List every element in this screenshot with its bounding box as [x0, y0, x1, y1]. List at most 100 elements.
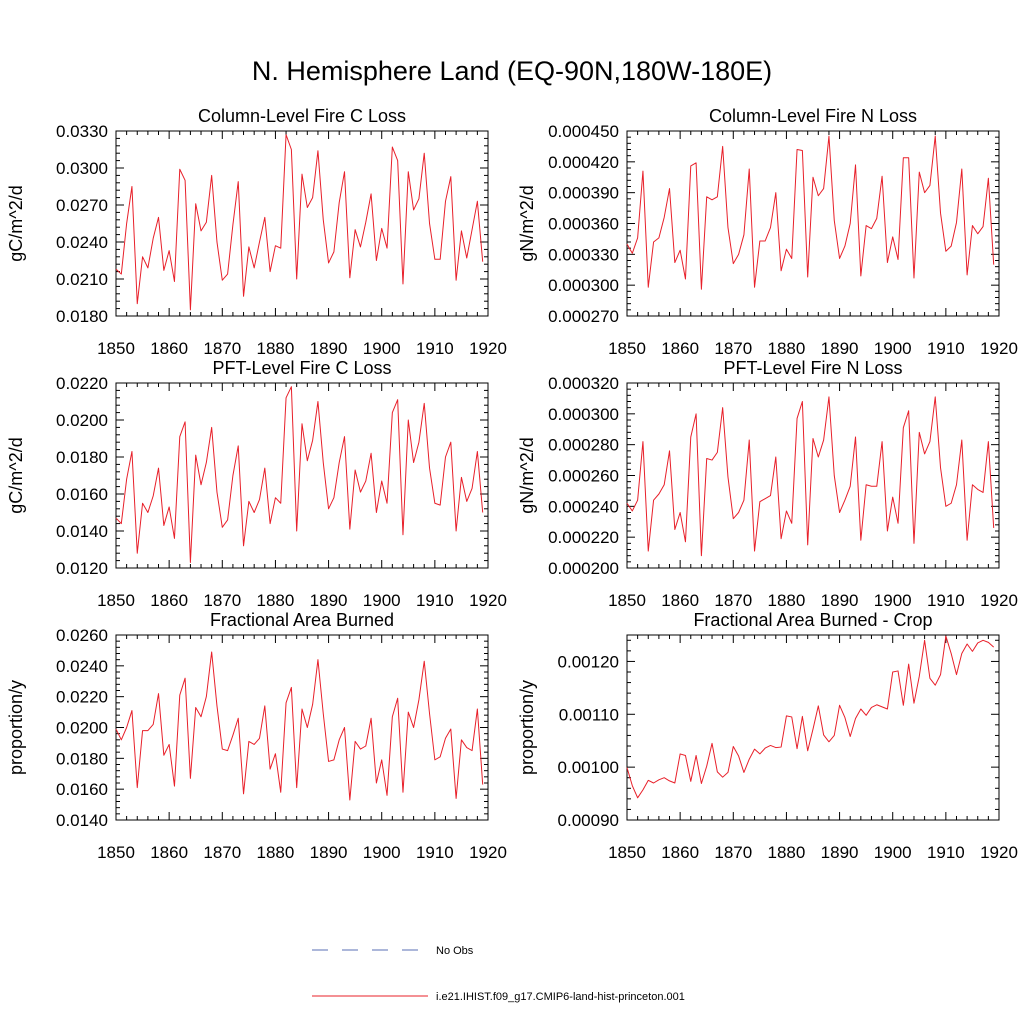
x-tick-label: 1890 [821, 843, 859, 862]
y-tick-label: 0.0200 [56, 411, 108, 430]
series-line [626, 396, 995, 557]
plot-frame [626, 382, 1000, 569]
y-tick-label: 0.000390 [548, 184, 619, 203]
y-tick-label: 0.0200 [56, 719, 108, 738]
x-tick-label: 1860 [150, 843, 188, 862]
legend-label: No Obs [436, 945, 474, 957]
y-tick-label: 0.0270 [56, 196, 108, 215]
y-tick-label: 0.000330 [548, 245, 619, 264]
x-tick-label: 1900 [363, 843, 401, 862]
x-tick-label: 1880 [257, 339, 295, 358]
x-tick-label: 1920 [980, 843, 1018, 862]
x-tick-label: 1860 [661, 591, 699, 610]
x-tick-label: 1910 [927, 591, 965, 610]
y-tick-label: 0.000270 [548, 307, 619, 326]
series-line [626, 635, 995, 799]
x-tick-label: 1880 [257, 591, 295, 610]
y-tick-label: 0.0180 [56, 448, 108, 467]
y-tick-label: 0.00090 [558, 811, 619, 830]
x-tick-label: 1900 [874, 591, 912, 610]
y-tick-label: 0.000420 [548, 153, 619, 172]
y-tick-label: 0.00100 [558, 758, 619, 777]
x-tick-label: 1880 [257, 843, 295, 862]
chart-panel-2: Column-Level Fire N Loss gN/m^2/d 1850 1860… [517, 106, 1018, 358]
y-tick-label: 0.0210 [56, 270, 108, 289]
y-tick-label: 0.000360 [548, 215, 619, 234]
x-tick-label: 1850 [97, 339, 135, 358]
y-axis-label: gN/m^2/d [517, 185, 537, 261]
x-tick-label: 1850 [608, 339, 646, 358]
chart-panel-3: PFT-Level Fire C Loss gC/m^2/d 1850 1860 187… [6, 358, 507, 610]
y-tick-label: 0.000260 [548, 467, 619, 486]
plot-frame [626, 634, 1000, 821]
x-tick-label: 1900 [874, 843, 912, 862]
y-axis-label: gC/m^2/d [6, 437, 26, 513]
x-tick-label: 1850 [97, 591, 135, 610]
chart-panel-6: Fractional Area Burned - Crop proportion/… [517, 610, 1018, 862]
x-tick-label: 1920 [469, 591, 507, 610]
y-tick-label: 0.0180 [56, 307, 108, 326]
x-tick-label: 1850 [97, 843, 135, 862]
panel-title: PFT-Level Fire C Loss [212, 358, 391, 378]
y-tick-label: 0.000200 [548, 559, 619, 578]
y-tick-label: 0.0160 [56, 780, 108, 799]
figure-title: N. Hemisphere Land (EQ-90N,180W-180E) [251, 56, 773, 86]
plot-frame [115, 130, 489, 317]
legend-entry: No Obs [312, 945, 474, 957]
y-tick-label: 0.00110 [559, 705, 619, 724]
y-axis-label: gC/m^2/d [6, 185, 26, 261]
series-line [115, 134, 484, 311]
series-line [115, 386, 484, 563]
y-tick-label: 0.000300 [548, 405, 619, 424]
panel-title: Fractional Area Burned [210, 610, 394, 630]
x-tick-label: 1890 [310, 591, 348, 610]
y-tick-label: 0.000300 [548, 276, 619, 295]
panel-title: Column-Level Fire N Loss [709, 106, 917, 126]
y-tick-label: 0.000320 [548, 374, 619, 393]
y-tick-label: 0.0240 [56, 657, 108, 676]
y-tick-label: 0.000220 [548, 528, 619, 547]
y-tick-label: 0.0220 [56, 374, 108, 393]
panel-title: Fractional Area Burned - Crop [693, 610, 932, 630]
x-tick-label: 1920 [469, 843, 507, 862]
x-tick-label: 1870 [714, 339, 752, 358]
panel-title: PFT-Level Fire N Loss [723, 358, 902, 378]
x-tick-label: 1890 [821, 591, 859, 610]
y-tick-label: 0.000240 [548, 497, 619, 516]
y-tick-label: 0.000450 [548, 122, 619, 141]
x-tick-label: 1910 [416, 339, 454, 358]
y-tick-label: 0.0330 [56, 122, 108, 141]
y-tick-label: 0.0260 [56, 626, 108, 645]
y-tick-label: 0.0180 [56, 749, 108, 768]
x-tick-label: 1910 [416, 591, 454, 610]
x-tick-label: 1900 [363, 591, 401, 610]
x-tick-label: 1890 [310, 843, 348, 862]
x-tick-label: 1880 [768, 843, 806, 862]
x-tick-label: 1920 [980, 339, 1018, 358]
plot-frame [115, 382, 489, 569]
y-tick-label: 0.0160 [56, 485, 108, 504]
x-tick-label: 1920 [980, 591, 1018, 610]
x-tick-label: 1860 [661, 843, 699, 862]
x-tick-label: 1910 [927, 339, 965, 358]
x-tick-label: 1860 [661, 339, 699, 358]
x-tick-label: 1870 [714, 843, 752, 862]
x-tick-label: 1900 [874, 339, 912, 358]
x-tick-label: 1880 [768, 339, 806, 358]
y-tick-label: 0.0140 [56, 522, 108, 541]
series-line [115, 651, 484, 801]
y-tick-label: 0.000280 [548, 436, 619, 455]
x-tick-label: 1920 [469, 339, 507, 358]
series-line [626, 135, 995, 290]
x-tick-label: 1870 [203, 339, 241, 358]
x-tick-label: 1850 [608, 591, 646, 610]
chart-panel-5: Fractional Area Burned proportion/y 1850 18… [6, 610, 507, 862]
y-tick-label: 0.0240 [56, 233, 108, 252]
plot-frame [115, 634, 489, 821]
plot-frame [626, 130, 1000, 317]
y-tick-label: 0.0300 [56, 159, 108, 178]
y-tick-label: 0.0120 [56, 559, 108, 578]
legend-entry: i.e21.IHIST.f09_g17.CMIP6-land-hist-prin… [312, 991, 685, 1003]
x-tick-label: 1910 [416, 843, 454, 862]
y-axis-label: proportion/y [517, 680, 537, 775]
